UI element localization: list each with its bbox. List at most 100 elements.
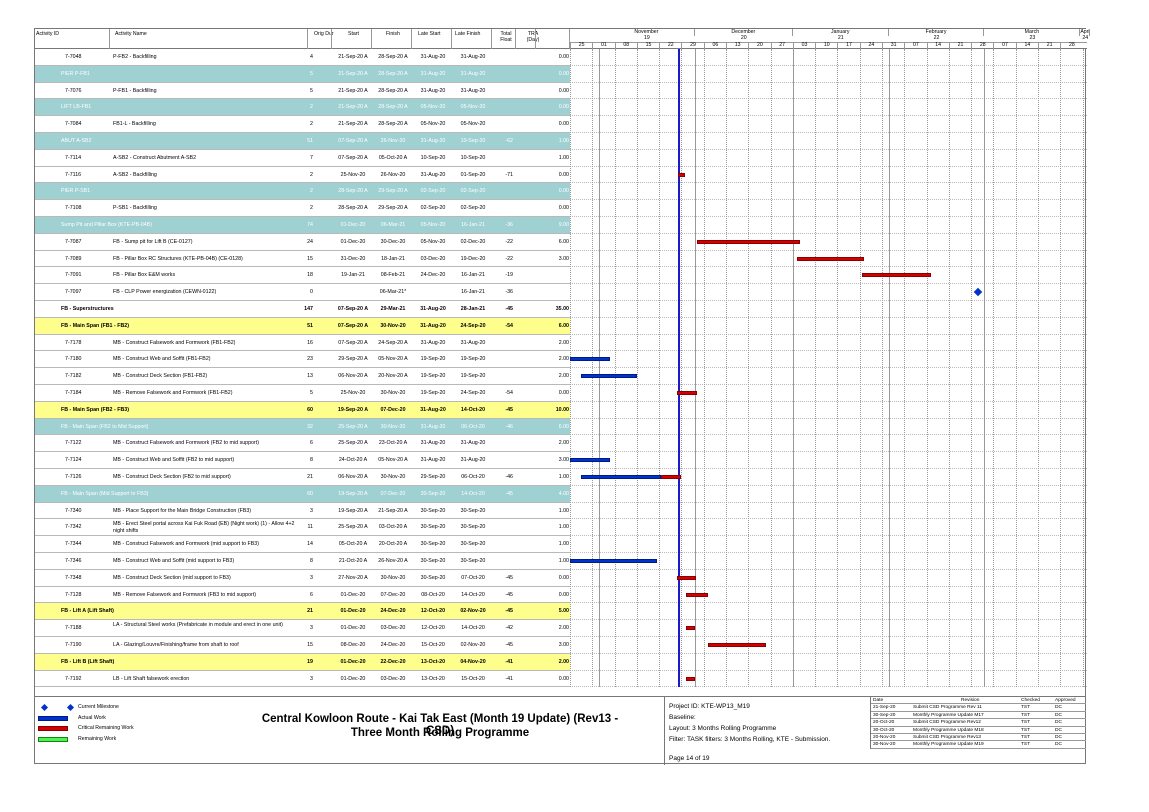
late-start: 10-Sep-20	[420, 154, 446, 161]
revision-row: 30-Sep-20 Monthly Programme Update M17 TST…	[871, 712, 1086, 720]
col-orig-dur[interactable]: Orig Dur	[314, 31, 334, 37]
actual-work-bar[interactable]	[581, 374, 637, 379]
late-finish: 31-Aug-20	[460, 87, 486, 94]
activity-name: FB1-L - Backfilling	[113, 121, 156, 128]
finish-date: 30-Nov-20	[380, 423, 406, 430]
activity-row[interactable]: 7-7084 FB1-L - Backfilling 2 21-Sep-20 A 28-…	[35, 116, 570, 133]
gantt-row-line	[570, 486, 1087, 503]
activity-row[interactable]: 7-7178 MB - Construct Falsework and Formw…	[35, 334, 570, 352]
total-float	[489, 200, 513, 216]
actual-work-bar[interactable]	[570, 357, 611, 362]
activity-row[interactable]: 7-7124 MB - Construct Web and Soffit (FB2…	[35, 452, 570, 469]
week-header: 08	[614, 42, 637, 49]
activity-row[interactable]: 7-7184 MB - Remove Falsework and Formwork…	[35, 385, 570, 402]
activity-row[interactable]: 7-7182 MB - Construct Deck Section (FB1-F…	[35, 368, 570, 385]
revision-cell: 30-Sep-20	[873, 712, 896, 718]
late-start: 03-Dec-20	[420, 255, 446, 262]
activity-row[interactable]: 7-7048 P-FB2 - Backfilling 4 21-Sep-20 A 28-…	[35, 49, 570, 66]
col-start[interactable]: Start	[348, 31, 359, 37]
revision-table: Date Revision Checked Approved 21-Sep-20 Subm…	[870, 697, 1086, 749]
tra-days: 5.00	[558, 608, 569, 615]
activity-row[interactable]: 7-7340 MB - Place Support for the Main Br…	[35, 502, 570, 520]
finish-date: 22-Dec-20	[380, 658, 406, 665]
late-finish: 16-Jan-21	[461, 289, 485, 296]
activity-row[interactable]: 7-7126 MB - Construct Deck Section (FB2 t…	[35, 469, 570, 486]
wbs-group-row[interactable]: ABUT A-SB2 51 07-Sep-20 A 26-Nov-20 31-Aug-2…	[35, 133, 570, 150]
critical-remaining-bar[interactable]	[861, 273, 931, 278]
activity-row[interactable]: 7-7114 A-SB2 - Construct Abutment A-SB2 7 0…	[35, 149, 570, 167]
tra-days: 0.00	[558, 70, 569, 77]
gantt-gridline	[703, 49, 705, 688]
tra-days: 1.00	[558, 524, 569, 531]
col-total-float[interactable]: Total Float	[500, 31, 512, 43]
start-date	[333, 284, 373, 300]
finish-date: 07-Dec-20	[380, 406, 406, 413]
wbs-group-row[interactable]: Sump Pit and Pillar Box (KTE-PB-04B) 74 01…	[35, 217, 570, 234]
critical-remaining-bar[interactable]	[697, 239, 800, 244]
activity-row[interactable]: 7-7188 LA - Structural Steel works (Prefa…	[35, 620, 570, 637]
gantt-row-line	[570, 587, 1087, 604]
legend-label: Actual Work	[78, 714, 106, 721]
orig-duration: 14	[307, 541, 313, 548]
activity-row[interactable]: 7-7122 MB - Construct Falsework and Formw…	[35, 435, 570, 453]
col-activity-id[interactable]: Activity ID	[36, 31, 60, 37]
critical-remaining-bar[interactable]	[685, 592, 709, 597]
activity-row[interactable]: 7-7097 FB - CLP Power energization (CEWN-…	[35, 284, 570, 301]
col-late-start[interactable]: Late Start	[418, 31, 441, 37]
critical-remaining-bar[interactable]	[676, 391, 697, 395]
wbs-group-row[interactable]: FB - Main Span (FB2 - FB3) 60 19-Sep-20 A 0…	[35, 401, 570, 419]
total-float: -41	[505, 658, 513, 665]
critical-remaining-bar[interactable]	[708, 643, 767, 647]
wbs-group-row[interactable]: FB - Main Span (FB1 - FB2) 51 07-Sep-20 A 3…	[35, 317, 570, 335]
wbs-group-row[interactable]: FB - Superstructures 147 07-Sep-20 A 29-Mar…	[35, 301, 570, 318]
activity-row[interactable]: 7-7180 MB - Construct Web and Soffit (FB1…	[35, 351, 570, 369]
activity-row[interactable]: 7-7089 FB - Pillar Box RC Structures (KTE…	[35, 250, 570, 268]
col-tra[interactable]: TRA (Day)	[526, 31, 540, 43]
critical-remaining-bar[interactable]	[685, 676, 695, 681]
tra-days: 2.00	[558, 356, 569, 363]
critical-remaining-bar[interactable]	[661, 475, 682, 479]
orig-duration: 8	[310, 558, 313, 564]
activity-row[interactable]: 7-7192 LB - Lift Shaft falsework erection…	[35, 670, 570, 688]
wbs-group-row[interactable]: FB - Main Span (FB2 to Mid Support) 32 25-…	[35, 418, 570, 436]
activity-row[interactable]: 7-7346 MB - Construct Web and Soffit (mid…	[35, 553, 570, 570]
col-finish[interactable]: Finish	[386, 31, 400, 37]
activity-row[interactable]: 7-7116 A-SB2 - Backfilling 2 25-Nov-20 26-No…	[35, 166, 570, 184]
wbs-name: FB - Main Span (FB2 to Mid Support)	[61, 423, 149, 430]
activity-row[interactable]: 7-7190 LA - Glazing/Louvre/Finishing/fram…	[35, 637, 570, 654]
wbs-group-row[interactable]: FB - Lift B (Lift Shaft) 19 01-Dec-20 22-De…	[35, 653, 570, 671]
activity-row[interactable]: 7-7128 MB - Remove Falsework and Formwork…	[35, 586, 570, 604]
wbs-group-row[interactable]: PIER P-SB1 2 28-Sep-20 A 29-Sep-20 A 02-Sep-…	[35, 183, 570, 201]
total-float	[489, 503, 513, 519]
col-late-finish[interactable]: Late Finish	[455, 31, 481, 37]
activity-row[interactable]: 7-7342 MB - Erect Steel portal across Kai…	[35, 519, 570, 537]
total-float	[489, 452, 513, 468]
revision-cell: TST	[1021, 720, 1031, 726]
total-float	[489, 351, 513, 367]
late-start: 30-Sep-20	[420, 558, 446, 564]
critical-remaining-bar[interactable]	[685, 626, 695, 631]
wbs-group-row[interactable]: FB - Lift A (Lift Shaft) 21 01-Dec-20 24-De…	[35, 603, 570, 621]
actual-work-bar[interactable]	[570, 559, 657, 563]
gantt-row-line	[570, 469, 1087, 486]
critical-remaining-bar[interactable]	[678, 172, 685, 177]
wbs-group-row[interactable]: PIER P-FB1 5 21-Sep-20 A 28-Sep-20 A 31-Aug-…	[35, 65, 570, 83]
activity-row[interactable]: 7-7344 MB - Construct Falsework and Formw…	[35, 536, 570, 553]
activity-row[interactable]: 7-7348 MB - Construct Deck Section (mid s…	[35, 569, 570, 587]
activity-row[interactable]: 7-7108 P-SB1 - Backfilling 2 28-Sep-20 A 29-…	[35, 200, 570, 217]
activity-name: MB - Construct Web and Soffit (FB2 to mi…	[113, 457, 235, 464]
activity-row[interactable]: 7-7076 P-FB1 - Backfilling 5 21-Sep-20 A 28-…	[35, 82, 570, 100]
wbs-group-row[interactable]: FB - Main Span (Mid Support to FB3) 60 19-…	[35, 485, 570, 503]
critical-remaining-bar[interactable]	[797, 256, 865, 261]
wbs-group-row[interactable]: LIFT LB-FB1 2 21-Sep-20 A 28-Sep-20 A 05-Nov…	[35, 99, 570, 117]
month-header: December	[695, 29, 793, 36]
col-activity-name[interactable]: Activity Name	[115, 31, 147, 37]
critical-remaining-bar[interactable]	[676, 575, 696, 580]
actual-work-bar[interactable]	[581, 475, 662, 479]
activity-row[interactable]: 7-7087 FB - Sump pit for Lift B (CE-0127)…	[35, 233, 570, 251]
start-date: 31-Dec-20	[340, 255, 366, 262]
activity-row[interactable]: 7-7091 FB - Pillar Box E&M works 18 19-Jan-…	[35, 267, 570, 285]
actual-work-bar[interactable]	[570, 458, 611, 463]
total-float	[489, 83, 513, 99]
week-header: 14	[1015, 42, 1038, 49]
